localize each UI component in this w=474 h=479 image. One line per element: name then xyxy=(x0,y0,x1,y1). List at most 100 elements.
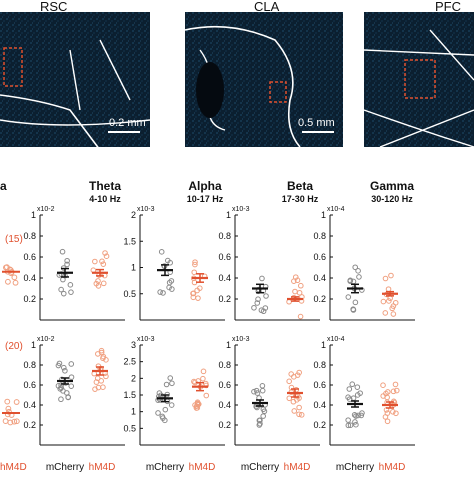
data-point-mcherry xyxy=(354,384,361,390)
y-tick-label: 1 xyxy=(321,340,326,350)
data-point-hm4d xyxy=(382,275,389,282)
data-point-hm4d xyxy=(290,374,297,380)
y-tick-label: 0.2 xyxy=(218,294,231,304)
y-tick-label: 0.6 xyxy=(313,380,326,390)
data-point-mcherry xyxy=(352,264,359,271)
data-point-mcherry xyxy=(162,406,169,413)
band-title-theta: Theta xyxy=(89,179,121,193)
data-point-hm4d xyxy=(92,258,98,265)
data-point-hm4d xyxy=(3,264,10,271)
y-tick-label: 1 xyxy=(226,340,231,350)
data-point-mcherry xyxy=(169,380,175,387)
cla-region-box xyxy=(269,81,287,103)
data-point-mcherry xyxy=(60,364,67,371)
data-point-hm4d xyxy=(103,357,109,363)
data-point-hm4d xyxy=(195,401,202,407)
data-point-mcherry xyxy=(354,392,361,398)
data-point-mcherry xyxy=(163,381,170,388)
data-point-mcherry xyxy=(64,257,70,264)
data-point-hm4d xyxy=(390,409,396,415)
x-label-mcherry: mCherry xyxy=(46,462,84,473)
data-point-mcherry xyxy=(169,286,175,292)
data-point-mcherry xyxy=(345,422,352,429)
data-point-mcherry xyxy=(251,388,257,395)
data-point-hm4d xyxy=(7,419,14,426)
data-point-hm4d xyxy=(192,259,198,265)
data-point-hm4d xyxy=(392,299,399,306)
axis-multiplier-label: x10-2 xyxy=(37,206,55,213)
data-point-mcherry xyxy=(260,413,266,419)
y-tick-label: 0.6 xyxy=(218,380,231,390)
data-point-hm4d xyxy=(288,371,295,377)
data-point-mcherry xyxy=(358,412,365,419)
data-point-mcherry xyxy=(162,417,168,424)
data-point-hm4d xyxy=(100,384,106,390)
data-point-hm4d xyxy=(13,399,20,405)
y-tick-label: 0.2 xyxy=(23,294,36,304)
cla-title: CLA xyxy=(254,0,280,14)
pfc-region-box xyxy=(404,59,436,99)
data-point-hm4d xyxy=(296,411,302,418)
cla-ventricle xyxy=(196,62,224,118)
data-point-mcherry xyxy=(359,410,365,416)
band-title-beta: Beta xyxy=(287,179,313,193)
data-point-mcherry xyxy=(157,289,163,295)
data-point-mcherry xyxy=(346,396,353,402)
data-point-hm4d xyxy=(297,313,304,320)
axis-multiplier-label: x10-3 xyxy=(137,206,155,213)
data-point-mcherry xyxy=(251,304,257,311)
data-point-mcherry xyxy=(352,419,358,425)
x-label-hm4d: hM4D xyxy=(189,462,216,473)
band-range-beta: 17-30 Hz xyxy=(282,194,319,204)
data-point-hm4d xyxy=(383,390,389,397)
data-point-hm4d xyxy=(92,386,98,392)
y-tick-label: 0.4 xyxy=(313,273,326,283)
data-point-mcherry xyxy=(60,290,67,297)
data-point-hm4d xyxy=(291,408,298,414)
data-point-mcherry xyxy=(345,294,352,300)
data-point-hm4d xyxy=(6,408,12,415)
y-tick-label: 1 xyxy=(131,407,136,417)
data-point-mcherry xyxy=(167,375,174,381)
data-point-mcherry xyxy=(58,382,64,388)
y-tick-label: 0.6 xyxy=(313,252,326,262)
axis-multiplier-label: x10-3 xyxy=(232,206,250,213)
y-tick-label: 1 xyxy=(321,210,326,220)
data-point-mcherry xyxy=(254,404,260,411)
data-point-mcherry xyxy=(55,362,62,369)
data-point-hm4d xyxy=(5,278,11,285)
data-point-hm4d xyxy=(98,347,105,354)
cla-scale-label: 0.5 mm xyxy=(298,117,335,129)
y-tick-label: 0.4 xyxy=(313,400,326,410)
micrograph-rsc: 0.2 mm RSC xyxy=(0,0,151,151)
band-title-gamma: Gamma xyxy=(370,179,414,193)
y-tick-label: 0.2 xyxy=(313,420,326,430)
data-point-hm4d xyxy=(380,298,387,305)
data-point-hm4d xyxy=(385,286,392,292)
y-tick-label: 0.4 xyxy=(23,400,36,410)
plot-bottom-beta: x10-3 0.2 0.4 0.6 0.8 1 mCherry hM4D xyxy=(218,336,320,473)
pfc-boundary xyxy=(363,29,474,148)
data-point-mcherry xyxy=(58,286,64,293)
data-point-hm4d xyxy=(200,368,207,375)
data-point-mcherry xyxy=(353,413,359,419)
y-tick-label: 2.5 xyxy=(123,357,136,367)
data-point-mcherry xyxy=(353,421,359,428)
data-point-hm4d xyxy=(286,298,292,305)
y-tick-label: 0.2 xyxy=(313,294,326,304)
plot-bottom-theta: x10-2 0.2 0.4 0.6 0.8 1 mCherry hM4D xyxy=(23,336,125,473)
data-point-hm4d xyxy=(388,272,394,279)
data-point-mcherry xyxy=(58,385,65,391)
x-label-hm4d: hM4D xyxy=(89,462,116,473)
group-count-top: (15) xyxy=(5,234,23,245)
data-point-hm4d xyxy=(103,373,109,380)
data-point-mcherry xyxy=(59,248,66,255)
data-point-mcherry xyxy=(58,396,64,403)
x-label-hm4d: hM4D xyxy=(379,462,406,473)
data-point-hm4d xyxy=(386,298,392,304)
data-point-mcherry xyxy=(259,275,265,282)
y-tick-label: 1 xyxy=(131,263,136,273)
data-point-hm4d xyxy=(286,378,292,385)
data-point-mcherry xyxy=(258,307,265,314)
